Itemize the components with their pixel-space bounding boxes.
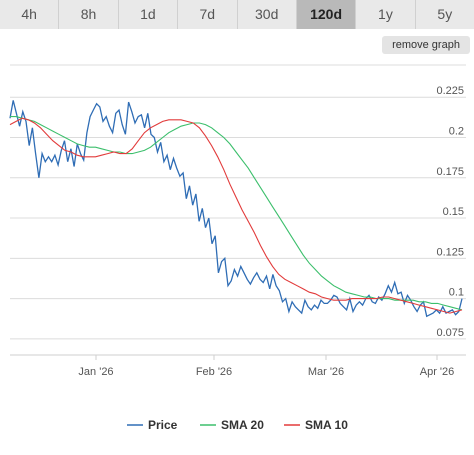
tab-1y[interactable]: 1y <box>356 0 416 29</box>
x-tick-label: Jan '26 <box>78 366 113 378</box>
price-chart: 0.075 0.1 0.125 0.15 0.175 0.2 0.225 Jan '26 Fe… <box>9 64 466 432</box>
legend-label[interactable]: SMA 20 <box>221 418 264 432</box>
tab-1d[interactable]: 1d <box>119 0 179 29</box>
y-tick-label: 0.225 <box>436 85 464 97</box>
chart-legend: Price SMA 20 SMA 10 <box>127 418 348 432</box>
tab-8h[interactable]: 8h <box>59 0 119 29</box>
tab-30d[interactable]: 30d <box>238 0 297 29</box>
y-tick-label: 0.175 <box>436 166 464 178</box>
x-axis: Jan '26 Feb '26 Mar '26 Apr '26 <box>10 354 466 378</box>
x-tick-label: Mar '26 <box>308 366 344 378</box>
legend-label[interactable]: Price <box>148 418 178 432</box>
series-line-price <box>9 100 463 318</box>
y-tick-label: 0.075 <box>436 327 464 339</box>
y-axis: 0.075 0.1 0.125 0.15 0.175 0.2 0.225 <box>436 85 464 339</box>
series-line-sma-10 <box>9 117 463 314</box>
tab-4h[interactable]: 4h <box>0 0 60 29</box>
chart-lines <box>9 100 463 318</box>
tab-5y[interactable]: 5y <box>437 6 453 22</box>
tab-120d[interactable]: 120d <box>296 0 357 29</box>
y-tick-label: 0.125 <box>436 246 464 258</box>
legend-label[interactable]: SMA 10 <box>305 418 348 432</box>
timeframe-tabs: 4h 8h 1d 7d 30d 120d 1y 5y <box>0 0 474 29</box>
tab-7d[interactable]: 7d <box>178 0 238 29</box>
y-tick-label: 0.1 <box>449 287 464 299</box>
series-line-sma-20 <box>10 116 463 311</box>
y-tick-label: 0.2 <box>449 126 464 138</box>
y-tick-label: 0.15 <box>443 206 464 218</box>
x-tick-label: Feb '26 <box>196 366 232 378</box>
x-tick-label: Apr '26 <box>420 366 455 378</box>
remove-graph-button[interactable]: remove graph <box>382 36 470 54</box>
